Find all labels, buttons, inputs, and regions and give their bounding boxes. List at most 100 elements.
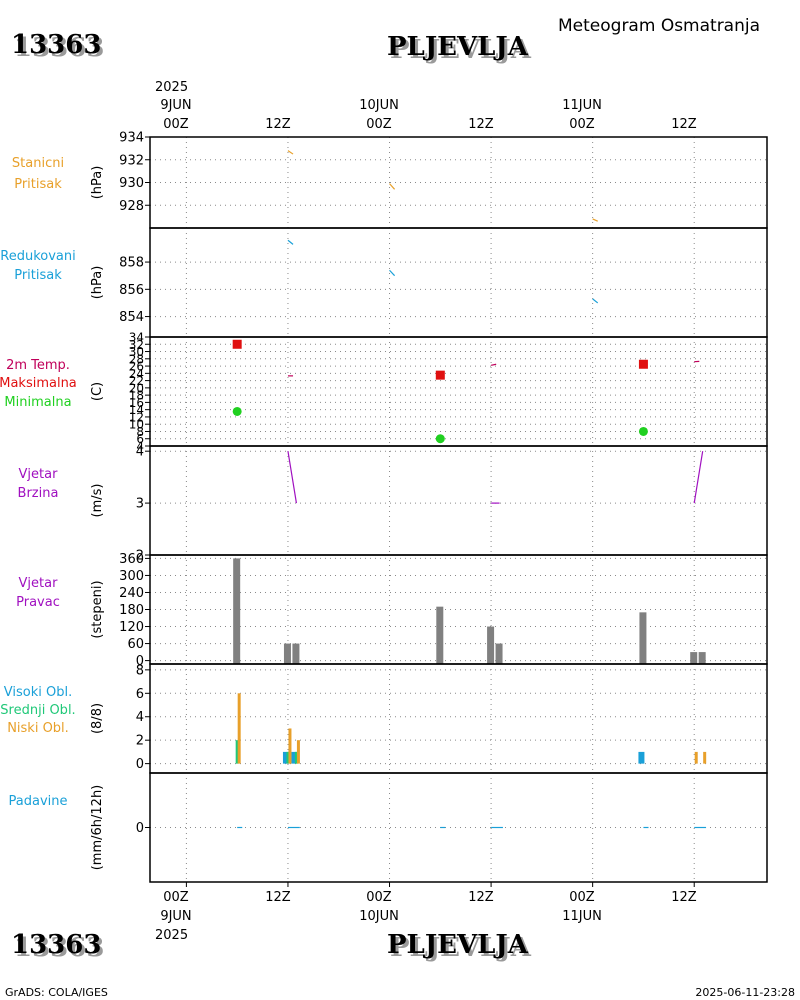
direction-bar [639, 612, 647, 664]
hour-bottom-3: 00Z [366, 890, 392, 905]
y-tick-label: 300 [119, 569, 144, 584]
hour-bottom-4: 12Z [468, 890, 494, 905]
hour-top-2: 12Z [265, 117, 291, 132]
y-tick-label: 26 [129, 360, 144, 374]
stanicni-pritisak-segment [287, 150, 294, 155]
panel-label: Visoki Obl. [4, 685, 72, 700]
panel-label: Minimalna [4, 395, 71, 410]
unit-label: (m/s) [90, 484, 105, 518]
y-tick-label: 10 [129, 418, 144, 432]
unit-label: (mm/6h/12h) [90, 785, 105, 871]
y-tick-label: 0 [136, 821, 144, 836]
direction-bar [690, 652, 698, 664]
niski-obl-bar [296, 740, 300, 764]
srednji-obl-bar [294, 751, 298, 764]
year-top: 2025 [155, 80, 188, 95]
redukovani-pritisak-segment [287, 239, 294, 245]
panel-oblaci: 8 6 4 2 0 (8/8) Visoki Obl. Srednji Obl. Niski O… [0, 663, 768, 774]
y-tick-label: 2 [136, 549, 144, 564]
hour-top-4: 12Z [468, 117, 494, 132]
niski-obl-bar [288, 728, 292, 764]
panel-label: Brzina [18, 486, 59, 501]
y-tick-label: 932 [119, 153, 144, 168]
vjetar-brzina-segment [287, 451, 298, 504]
y-tick-label: 934 [119, 131, 144, 146]
panel-label: Maksimalna [0, 376, 77, 391]
panel-pravac: 360 300 240 180 120 60 0 (stepeni) Vjetar Pravac [16, 552, 768, 669]
station-id-bottom: 13363 [11, 930, 101, 960]
hour-top-5: 00Z [569, 117, 595, 132]
hour-bottom-6: 12Z [671, 890, 697, 905]
station-id-top: 13363 [11, 30, 101, 60]
panel-frame [149, 663, 768, 774]
y-tick-label: 8 [136, 425, 144, 439]
y-tick-label: 16 [129, 396, 144, 410]
y-tick-label: 30 [129, 345, 144, 359]
visoki-obl-bar [282, 751, 289, 764]
panel-label: Pritisak [14, 268, 62, 283]
y-tick-label: 34 [129, 331, 144, 345]
panel-padavine: 0 (mm/6h/12h) Padavine [9, 772, 768, 883]
niski-obl-bar [237, 693, 241, 764]
y-tick-label: 4 [136, 440, 144, 454]
station-name-bottom: PLJEVLJA [387, 930, 529, 960]
panels: 934932930928(hPa)StanicniPritisak8588568… [0, 131, 768, 887]
unit-label: (stepeni) [90, 580, 105, 638]
panel-label: 2m Temp. [6, 358, 70, 373]
y-tick-label: 928 [119, 199, 144, 214]
year-bottom: 2025 [155, 928, 188, 943]
direction-bar [292, 643, 300, 664]
panel-frame [149, 227, 768, 338]
date-bottom-2: 10JUN [359, 909, 399, 924]
footer-credit: GrADS: COLA/IGES [5, 986, 108, 999]
panel-label: Vjetar [19, 467, 59, 482]
redukovani-pritisak-segment [389, 269, 396, 277]
panel-label: Stanicni [12, 156, 64, 171]
direction-bar [233, 558, 241, 664]
y-tick-label: 14 [129, 403, 144, 417]
2m-temp-segment [490, 363, 497, 366]
srednji-obl-bar [235, 740, 239, 764]
direction-bar [436, 606, 444, 664]
hour-bottom-1: 00Z [163, 890, 189, 905]
panel-frame [149, 554, 768, 665]
direction-bar [487, 626, 495, 664]
panel-label: Vjetar [19, 576, 59, 591]
panel-brzina: 4 3 2 (m/s) Vjetar Brzina [18, 445, 768, 564]
tmin-marker [638, 426, 648, 436]
panel-frame [149, 136, 768, 229]
date-top-1: 9JUN [160, 98, 191, 113]
date-bottom-3: 11JUN [562, 909, 602, 924]
y-tick-label: 858 [119, 256, 144, 271]
panel-frame [149, 445, 768, 556]
y-tick-label: 180 [119, 603, 144, 618]
hour-top-1: 00Z [163, 117, 189, 132]
panel-frame [149, 772, 768, 883]
date-top-3: 11JUN [562, 98, 602, 113]
vjetar-brzina-segment [693, 451, 704, 504]
station-name-top: PLJEVLJA [387, 32, 529, 62]
y-tick-label: 8 [136, 663, 144, 678]
y-tick-label: 22 [129, 374, 144, 388]
panel-stanicni: 934 932 930 928 (hPa) Stanicni Pritisak [12, 131, 768, 229]
tmin-marker [435, 434, 445, 444]
tmax-marker [638, 359, 648, 369]
unit-label: (hPa) [90, 166, 105, 200]
y-tick-label: 240 [119, 586, 144, 601]
tmin-marker [232, 406, 242, 416]
y-tick-label: 28 [129, 352, 144, 366]
srednji-obl-bar [286, 751, 290, 764]
niski-obl-bar [703, 751, 707, 764]
hour-bottom-2: 12Z [265, 890, 291, 905]
station-name-bottom-shadow: PLJEVLJA [390, 933, 532, 963]
y-tick-label: 20 [129, 381, 144, 395]
panel-frame [149, 336, 768, 447]
y-tick-label: 3 [136, 497, 144, 512]
direction-bar [283, 643, 291, 664]
y-tick-label: 360 [119, 552, 144, 567]
date-top-2: 10JUN [359, 98, 399, 113]
hour-top-6: 12Z [671, 117, 697, 132]
y-tick-label: 930 [119, 176, 144, 191]
stanicni-pritisak-segment [389, 183, 396, 190]
